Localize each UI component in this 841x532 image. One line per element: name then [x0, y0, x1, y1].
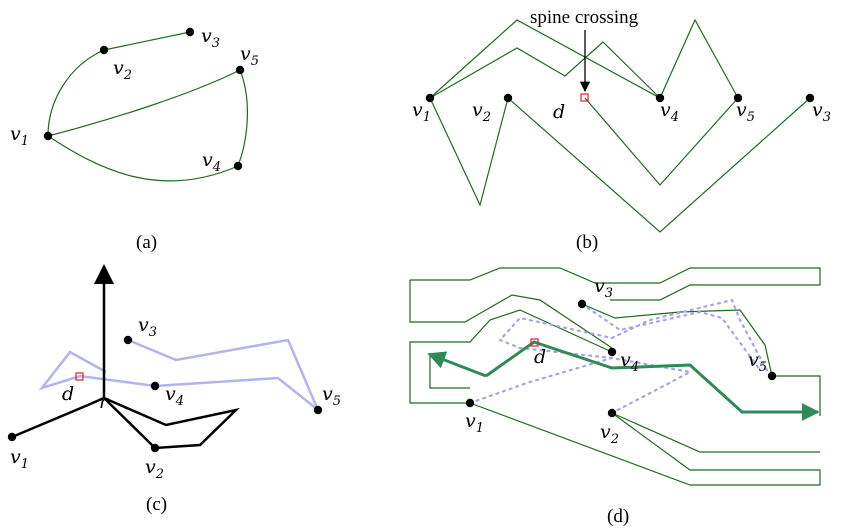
spine-crossing-label: spine crossing [530, 7, 639, 28]
caption-c: (c) [146, 494, 167, 515]
panel-a: v1 v2 v3 v4 v5 (a) [10, 25, 259, 253]
label-v1: v1 [10, 123, 29, 149]
label-v1: v1 [412, 99, 431, 125]
edge-v1-v5 [47, 69, 241, 137]
edge-b-d-v5 [584, 97, 739, 186]
vertex-v5 [767, 371, 777, 381]
label-v3: v3 [201, 25, 220, 51]
channel-outer-top [410, 267, 821, 301]
vertex-v2 [99, 45, 109, 55]
label-v5: v5 [736, 99, 755, 125]
label-v5: v5 [322, 383, 341, 409]
label-v3: v3 [812, 99, 831, 125]
edge-v1-v4 [47, 135, 239, 182]
vertex-v2 [607, 408, 617, 418]
crossing-label-d: d [553, 101, 565, 123]
vertex-v3 [805, 93, 815, 103]
vertex-v4 [607, 347, 617, 357]
label-v4: v4 [620, 349, 639, 375]
panel-c: d r v1 v2 v3 v4 v5 (c) [7, 264, 341, 515]
spine-arrow [485, 340, 820, 421]
label-v3: v3 [138, 314, 157, 340]
caption-a: (a) [136, 232, 157, 253]
vertex-v5 [235, 65, 245, 75]
crossing-marker-d [580, 93, 589, 102]
vertex-v2 [503, 93, 513, 103]
crossing-marker-d [75, 372, 84, 381]
channel-outer-left [409, 280, 613, 349]
label-v3: v3 [594, 275, 613, 301]
crossing-label-d: d [62, 383, 74, 405]
panel-d: d v1 v2 v3 v4 v5 (d) [409, 267, 821, 527]
label-v1: v1 [10, 446, 29, 472]
label-v2: v2 [145, 456, 164, 482]
caption-d: (d) [607, 506, 629, 527]
root-label-r: r [99, 391, 110, 413]
black-route [11, 396, 240, 450]
crossing-marker-d [530, 338, 539, 347]
vertex-v3 [185, 27, 195, 37]
label-v2: v2 [472, 99, 491, 125]
vertex-v5 [313, 405, 323, 415]
label-v4: v4 [165, 383, 184, 409]
channel-bottom-1 [469, 402, 821, 486]
vertex-v3 [577, 299, 587, 309]
vertex-v5 [733, 93, 743, 103]
vertex-v1 [465, 398, 475, 408]
label-v4: v4 [660, 99, 679, 125]
label-v2: v2 [600, 421, 619, 447]
vertex-v3 [123, 335, 133, 345]
channel-bottom-3 [429, 354, 470, 389]
edge-b-v1-v4 [429, 41, 661, 99]
channel-bottom-2 [611, 412, 820, 453]
panel-b: spine crossing d v1 v2 v4 v5 v3 (b) [412, 7, 831, 253]
label-v1: v1 [465, 410, 484, 436]
crossing-label-d: d [534, 346, 546, 368]
label-v5: v5 [748, 349, 767, 375]
vertex-v1 [43, 131, 53, 141]
channel-v3-right [581, 303, 821, 416]
spine-arrow-left [427, 351, 487, 378]
vertex-v2 [150, 443, 160, 453]
edge-v2-v3 [103, 31, 191, 51]
caption-b: (b) [576, 232, 598, 253]
label-v4: v4 [202, 149, 221, 175]
vertex-v4 [655, 93, 665, 103]
channel-inner-left [409, 309, 613, 404]
edge-v5-v4 [237, 69, 248, 167]
vertex-v1 [7, 432, 17, 442]
edge-v1-v2 [47, 49, 105, 137]
lavender-route [38, 338, 320, 411]
label-v5: v5 [240, 43, 259, 69]
vertex-v4 [233, 161, 243, 171]
label-v2: v2 [113, 57, 132, 83]
vertex-v4 [150, 381, 160, 391]
vertex-v1 [425, 93, 435, 103]
